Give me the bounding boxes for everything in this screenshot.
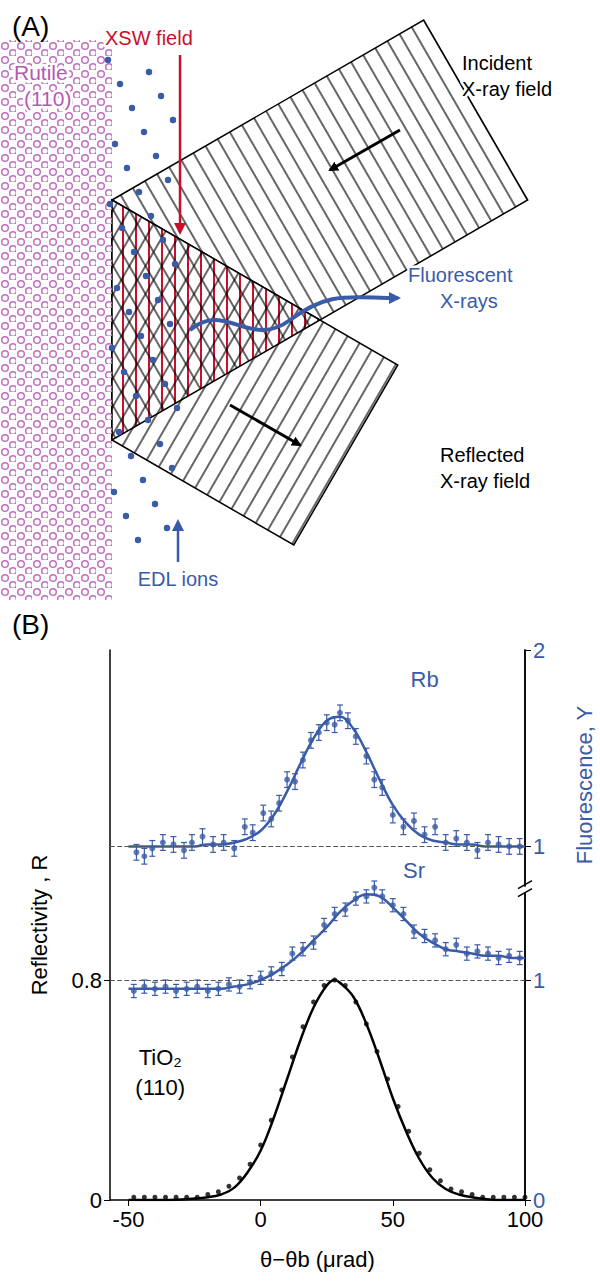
svg-text:(110): (110) xyxy=(135,1075,185,1100)
svg-text:50: 50 xyxy=(381,1207,405,1232)
svg-text:0: 0 xyxy=(255,1207,267,1232)
svg-text:TiO₂: TiO₂ xyxy=(139,1045,182,1070)
svg-text:X-ray field: X-ray field xyxy=(440,470,530,492)
svg-text:Rutile: Rutile xyxy=(14,61,68,84)
svg-text:2: 2 xyxy=(533,638,545,663)
svg-text:Fluorescence, Y: Fluorescence, Y xyxy=(572,705,597,864)
svg-text:EDL ions: EDL ions xyxy=(138,568,218,590)
svg-text:Rb: Rb xyxy=(410,667,438,692)
svg-text:X-rays: X-rays xyxy=(440,290,498,312)
svg-text:100: 100 xyxy=(507,1207,544,1232)
svg-text:0: 0 xyxy=(90,1188,102,1213)
svg-text:(A): (A) xyxy=(12,11,49,42)
svg-text:Reflected: Reflected xyxy=(440,444,525,466)
svg-text:θ−θb (μrad): θ−θb (μrad) xyxy=(260,1247,375,1272)
svg-text:(B): (B) xyxy=(12,609,49,640)
svg-text:-50: -50 xyxy=(113,1207,145,1232)
svg-text:Reflectivity , R: Reflectivity , R xyxy=(27,855,52,996)
svg-text:0.8: 0.8 xyxy=(71,968,102,993)
svg-text:0: 0 xyxy=(533,1187,546,1213)
svg-text:Sr: Sr xyxy=(403,858,425,883)
svg-text:Incident: Incident xyxy=(462,52,532,74)
svg-text:1: 1 xyxy=(533,834,545,859)
svg-text:Fluorescent: Fluorescent xyxy=(408,264,513,286)
svg-text:X-ray field: X-ray field xyxy=(462,78,552,100)
svg-text:1: 1 xyxy=(533,968,545,993)
svg-text:XSW field: XSW field xyxy=(105,27,193,49)
svg-text:(110): (110) xyxy=(24,87,71,110)
